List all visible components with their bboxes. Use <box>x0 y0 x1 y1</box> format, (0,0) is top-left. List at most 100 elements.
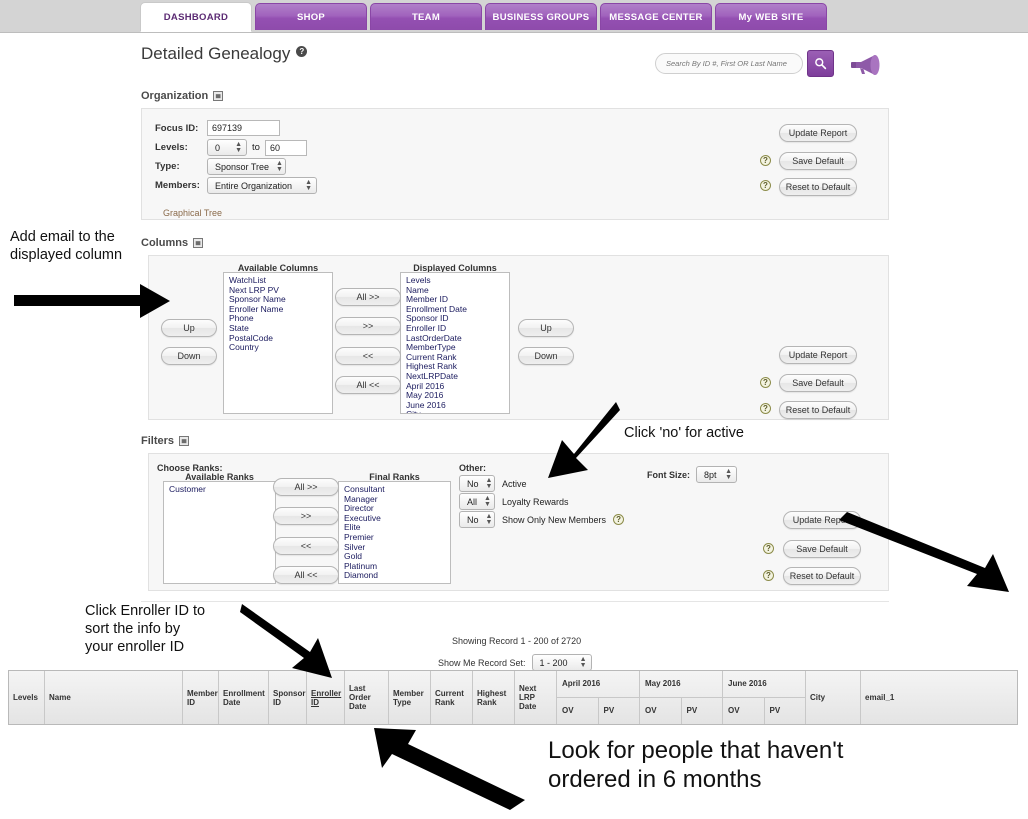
columns-right-down-button[interactable]: Down <box>518 347 574 365</box>
new-members-help-icon[interactable]: ? <box>613 514 625 525</box>
list-item[interactable]: Member ID <box>406 294 449 305</box>
list-item[interactable]: Executive <box>344 512 381 523</box>
col-city[interactable]: City <box>806 671 861 724</box>
list-item[interactable]: Manager <box>344 493 378 504</box>
col-levels[interactable]: Levels <box>9 671 45 724</box>
font-size-select[interactable]: 8pt ▲ ▼ <box>696 466 737 483</box>
megaphone-icon[interactable] <box>850 51 886 77</box>
list-item[interactable]: Consultant <box>344 484 385 494</box>
col-last-order-date[interactable]: Last Order Date <box>345 671 389 724</box>
search-input[interactable] <box>655 53 803 74</box>
columns-reset-default-help-icon[interactable]: ? <box>760 403 771 414</box>
available-ranks-list[interactable]: Customer <box>163 481 276 584</box>
list-item[interactable]: Sponsor ID <box>406 313 449 324</box>
list-item[interactable]: Platinum <box>344 560 378 571</box>
columns-right-up-button[interactable]: Up <box>518 319 574 337</box>
filters-reset-default-help-icon[interactable]: ? <box>763 570 774 581</box>
filters-move-all-left-button[interactable]: All << <box>273 566 339 584</box>
search-button[interactable] <box>807 50 834 77</box>
col-email-1[interactable]: email_1 <box>865 693 895 702</box>
list-item[interactable]: Silver <box>344 541 366 552</box>
col-current-rank[interactable]: Current Rank <box>431 671 473 724</box>
list-item[interactable]: Premier <box>344 531 374 542</box>
filters-save-default-button[interactable]: Save Default <box>783 540 861 558</box>
list-item[interactable]: Enrollment Date <box>406 303 467 314</box>
filters-save-default-help-icon[interactable]: ? <box>763 543 774 554</box>
col-group-april-2016[interactable]: April 2016 OV PV <box>557 671 640 724</box>
active-select[interactable]: No ▲ ▼ <box>459 475 495 492</box>
org-reset-default-help-icon[interactable]: ? <box>760 180 771 191</box>
members-select[interactable]: Entire Organization ▲ ▼ <box>207 177 317 194</box>
filters-reset-default-button[interactable]: Reset to Default <box>783 567 861 585</box>
filters-move-all-right-button[interactable]: All >> <box>273 478 339 496</box>
org-save-default-button[interactable]: Save Default <box>779 152 857 170</box>
list-item[interactable]: WatchList <box>229 275 267 285</box>
list-item[interactable]: April 2016 <box>406 380 445 391</box>
tab-team[interactable]: TEAM <box>370 3 482 30</box>
columns-update-report-button[interactable]: Update Report <box>779 346 857 364</box>
loyalty-rewards-select[interactable]: All ▲ ▼ <box>459 493 495 510</box>
columns-reset-default-button[interactable]: Reset to Default <box>779 401 857 419</box>
col-june-2016-ov[interactable]: OV <box>723 697 765 724</box>
available-columns-list[interactable]: WatchList Next LRP PV Sponsor Name Enrol… <box>223 272 333 414</box>
focus-id-input[interactable] <box>207 120 280 136</box>
org-update-report-button[interactable]: Update Report <box>779 124 857 142</box>
list-item[interactable]: City <box>406 410 504 413</box>
col-june-2016-pv[interactable]: PV <box>769 706 781 716</box>
col-april-2016-ov[interactable]: OV <box>557 697 599 724</box>
list-item[interactable]: Elite <box>344 522 361 533</box>
list-item[interactable]: Country <box>229 342 259 353</box>
org-reset-default-button[interactable]: Reset to Default <box>779 178 857 196</box>
filters-toggle-icon[interactable]: ≣ <box>179 436 190 446</box>
list-item[interactable]: MemberType <box>406 342 456 353</box>
list-item[interactable]: Diamond <box>344 570 379 581</box>
columns-move-right-button[interactable]: >> <box>335 317 401 335</box>
columns-save-default-help-icon[interactable]: ? <box>760 377 771 388</box>
org-save-default-help-icon[interactable]: ? <box>760 155 771 166</box>
col-highest-rank[interactable]: Highest Rank <box>473 671 515 724</box>
col-member-id[interactable]: Member ID <box>183 671 219 724</box>
list-item[interactable]: PostalCode <box>229 332 273 343</box>
col-member-type[interactable]: Member Type <box>389 671 431 724</box>
list-item[interactable]: Enroller ID <box>406 322 447 333</box>
new-members-select[interactable]: No ▲ ▼ <box>459 511 495 528</box>
levels-from-select[interactable]: 0 ▲ ▼ <box>207 139 247 156</box>
col-sponsor-id[interactable]: Sponsor ID <box>269 671 307 724</box>
list-item[interactable]: Sponsor Name <box>229 294 286 305</box>
columns-move-left-button[interactable]: << <box>335 347 401 365</box>
list-item[interactable]: LastOrderDate <box>406 332 462 343</box>
columns-save-default-button[interactable]: Save Default <box>779 374 857 392</box>
list-item[interactable]: Director <box>344 503 374 514</box>
columns-move-all-right-button[interactable]: All >> <box>335 288 401 306</box>
col-enrollment-date[interactable]: Enrollment Date <box>219 671 269 724</box>
filters-move-left-button[interactable]: << <box>273 537 339 555</box>
col-enroller-id[interactable]: Enroller ID <box>307 671 345 724</box>
tab-shop[interactable]: SHOP <box>255 3 367 30</box>
columns-move-all-left-button[interactable]: All << <box>335 376 401 394</box>
section-header-organization[interactable]: Organization ≣ <box>141 90 224 102</box>
col-may-2016-pv[interactable]: PV <box>686 706 698 716</box>
list-item[interactable]: May 2016 <box>406 390 444 401</box>
list-item[interactable]: State <box>229 322 249 333</box>
list-item[interactable]: Enroller Name <box>229 303 284 314</box>
list-item[interactable]: Gold <box>344 551 362 562</box>
tab-business-groups[interactable]: BUSINESS GROUPS <box>485 3 597 30</box>
col-april-2016-pv[interactable]: PV <box>603 706 615 716</box>
question-mark-icon[interactable]: ? <box>296 46 308 58</box>
col-name[interactable]: Name <box>45 671 183 724</box>
filters-update-report-button[interactable]: Update Report <box>783 511 861 529</box>
list-item[interactable]: Phone <box>229 313 254 324</box>
list-item[interactable]: Levels <box>406 275 431 285</box>
list-item[interactable]: June 2016 <box>406 399 446 410</box>
section-header-filters[interactable]: Filters ≣ <box>141 435 190 447</box>
displayed-columns-list[interactable]: Levels Name Member ID Enrollment Date Sp… <box>400 272 510 414</box>
graphical-tree-link[interactable]: Graphical Tree <box>163 208 223 218</box>
col-next-lrp-date[interactable]: Next LRP Date <box>515 671 557 724</box>
list-item[interactable]: Next LRP PV <box>229 284 279 295</box>
list-item[interactable]: Name <box>406 284 429 295</box>
tab-dashboard[interactable]: DASHBOARD <box>140 2 252 32</box>
organization-toggle-icon[interactable]: ≣ <box>213 91 224 101</box>
type-select[interactable]: Sponsor Tree ▲ ▼ <box>207 158 286 175</box>
columns-left-down-button[interactable]: Down <box>161 347 217 365</box>
filters-move-right-button[interactable]: >> <box>273 507 339 525</box>
